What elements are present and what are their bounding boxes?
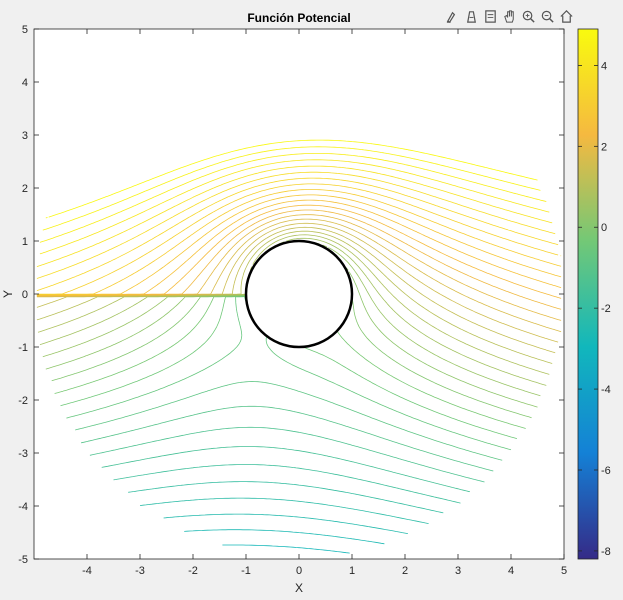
x-tick-label: 4 [508, 565, 514, 577]
colorbar-tick-label: -2 [601, 303, 611, 315]
data-tips-icon[interactable] [482, 8, 499, 25]
x-tick-label: 5 [561, 565, 567, 577]
colorbar-tick-label: 4 [601, 60, 607, 72]
x-tick-label: -1 [241, 565, 251, 577]
contour-line [139, 497, 429, 524]
pan-icon[interactable] [501, 8, 518, 25]
contour-line [60, 295, 517, 439]
contour-line [222, 544, 350, 554]
contour-line [113, 464, 461, 504]
contour-line [128, 481, 444, 514]
chart-title: Función Potencial [247, 11, 350, 25]
y-tick-label: -3 [18, 448, 28, 460]
contour-line [36, 165, 553, 267]
y-tick-label: -2 [18, 395, 28, 407]
contour-line [75, 296, 503, 461]
x-tick-label: 0 [296, 565, 302, 577]
cylinder [244, 239, 354, 349]
contour-line [184, 529, 385, 545]
contour-line [39, 159, 550, 255]
y-tick-label: 1 [22, 236, 28, 248]
contour-line [66, 296, 512, 451]
y-tick-label: 4 [22, 77, 28, 89]
contour-line [45, 139, 538, 219]
colorbar-tick-label: -6 [601, 465, 611, 477]
x-tick-label: -3 [135, 565, 145, 577]
x-axis-label: X [295, 581, 303, 595]
contour-lines [36, 139, 562, 554]
colorbar-tick-label: 2 [601, 141, 607, 153]
colorbar-tick-label: -8 [601, 546, 611, 558]
x-tick-label: 2 [402, 565, 408, 577]
contour-line [54, 295, 526, 429]
y-tick-label: -1 [18, 342, 28, 354]
y-tick-label: 5 [22, 24, 28, 36]
cylinder-group [244, 239, 354, 349]
export-icon[interactable] [463, 8, 480, 25]
axes-toolbar [444, 8, 575, 26]
y-tick-label: 3 [22, 130, 28, 142]
colorbar-tick-label: -4 [601, 384, 611, 396]
colorbar [577, 28, 599, 560]
contour-line [39, 153, 547, 243]
x-tick-label: 1 [349, 565, 355, 577]
contour-line [81, 405, 494, 472]
contour-line [163, 513, 408, 534]
y-tick-label: 2 [22, 183, 28, 195]
brush-icon[interactable] [444, 8, 461, 25]
y-axis-label: Y [1, 290, 15, 298]
x-tick-label: 3 [455, 565, 461, 577]
x-tick-label: -2 [188, 565, 198, 577]
x-tick-label: -4 [82, 565, 92, 577]
y-tick-label: -4 [18, 501, 28, 513]
colorbar-tick-label: 0 [601, 222, 607, 234]
contour-line [51, 295, 532, 419]
contour-line [36, 171, 556, 279]
y-axis: -5 -4 -3 -2 -1 0 1 2 3 4 5 [18, 24, 564, 566]
zoom-in-icon[interactable] [520, 8, 537, 25]
y-tick-label: 0 [22, 289, 28, 301]
y-tick-label: -5 [18, 554, 28, 566]
contour-line [36, 177, 559, 291]
home-icon[interactable] [558, 8, 575, 25]
colorbar-ticks: -8 -6 -4 -2 0 2 4 [578, 60, 611, 558]
x-axis: -4 -3 -2 -1 0 1 2 3 4 5 [82, 29, 567, 577]
contour-line [42, 146, 541, 231]
contour-line [101, 446, 470, 493]
zoom-out-icon[interactable] [539, 8, 556, 25]
contour-line [89, 426, 485, 483]
